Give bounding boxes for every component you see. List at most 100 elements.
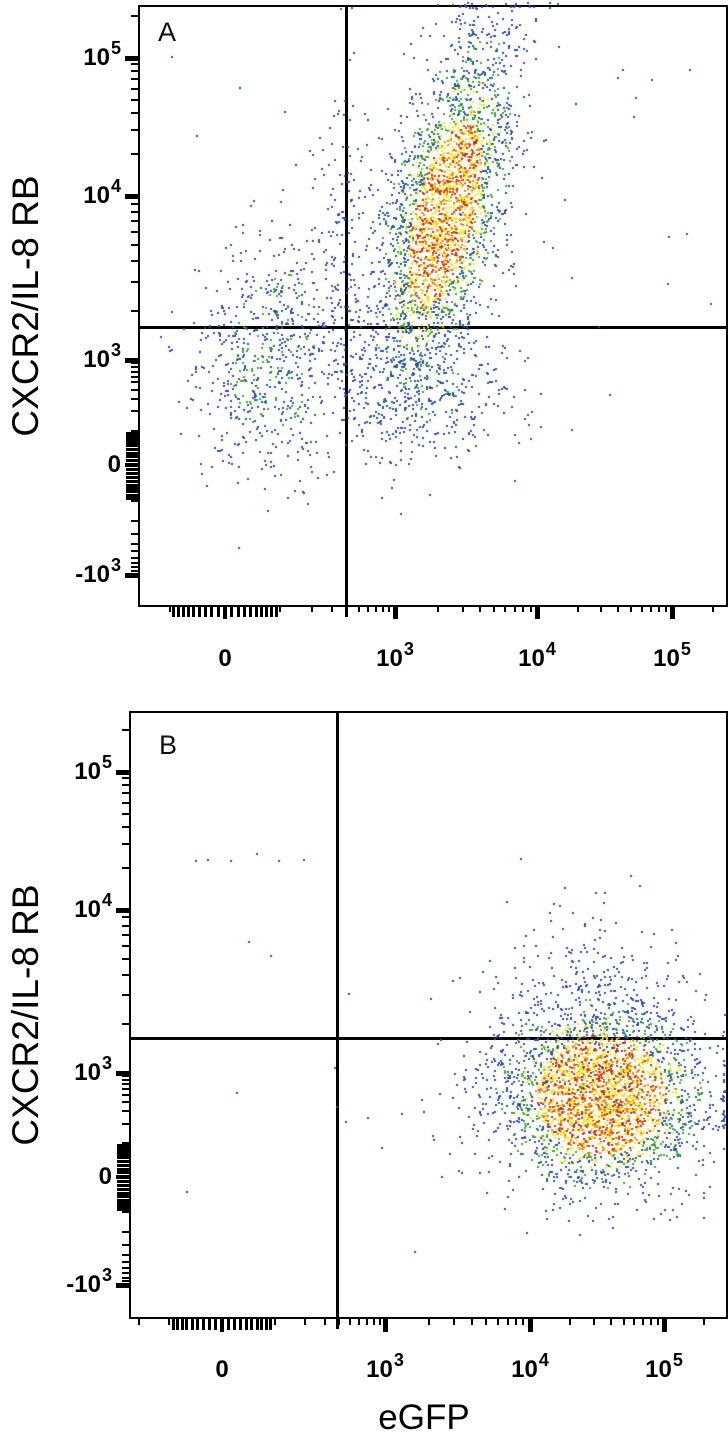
panel-a-y-minor-tick [126,447,138,451]
panel-b-y-minor-tick [122,994,129,997]
panel-b-y-minor-tick [122,812,129,815]
panel-a-vertical-gate-line [345,6,348,617]
panel-a-x-minor-tick [436,605,439,612]
panel-a-x-minor-tick [260,605,264,617]
panel-b-x-minor-tick [175,1318,179,1330]
panel-b-x-minor-tick [180,1318,184,1330]
panel-a-y-minor-tick [131,210,138,213]
panel-b-y-tick-label: -103 [66,1265,112,1298]
panel-a-y-major-tick [125,463,138,467]
panel-b-x-minor-tick [269,1318,273,1330]
panel-a-x-minor-tick [382,605,385,612]
panel-a-x-minor-tick [210,605,214,617]
panel-a-y-minor-tick [131,15,138,18]
panel-a-x-minor-tick [479,605,482,612]
panel-a-y-minor-tick [126,444,138,448]
panel-b-y-minor-tick [117,1159,129,1163]
panel-b-y-minor-tick [122,867,129,870]
panel-b-x-major-tick [220,1318,224,1332]
panel-a-y-major-tick [125,572,138,578]
panel-a-y-minor-tick [131,231,138,234]
panel-b-x-tick-label: 105 [645,1350,683,1383]
panel-a-x-minor-tick [600,605,603,612]
panel-a-x-minor-tick [346,605,349,612]
panel-b-y-minor-tick [122,924,129,927]
panel-b-y-minor-tick [117,1167,129,1171]
panel-a-y-minor-tick [131,520,138,523]
panel-a-y-tick-label: -103 [75,555,121,588]
panel-a-y-minor-tick [131,410,138,413]
panel-b-x-minor-tick [239,1318,243,1330]
panel-a-y-major-tick [125,55,138,61]
panel-b-x-minor-tick [233,1318,237,1330]
panel-b-y-minor-tick [117,1153,129,1157]
panel-a-y-minor-tick [131,129,138,132]
panel-b-x-minor-tick [372,1318,375,1325]
panel-b-y-minor-tick [122,1244,129,1247]
panel-b-x-minor-tick [323,1318,326,1325]
panel-b-x-minor-tick [485,1318,488,1325]
panel-a-y-minor-tick [131,366,138,369]
panel-b-y-minor-tick [122,1122,129,1125]
panel-a-y-minor-tick [131,260,138,263]
panel-b-x-minor-tick [244,1318,248,1330]
panel-a-y-minor-tick [126,471,138,475]
panel-a-y-minor-tick [131,309,138,312]
panel-a-y-minor-tick [126,451,138,455]
panel-a-horizontal-gate-line [139,326,728,329]
panel-b-x-minor-tick [592,1318,595,1325]
panel-a-x-minor-tick [310,605,313,612]
panel-b-x-minor-tick [201,1318,205,1330]
panel-b-y-minor-tick [122,792,129,795]
panel-b-y-minor-tick [117,1149,129,1153]
panel-b-y-minor-tick [122,1253,129,1256]
panel-a-y-major-tick [125,357,138,363]
panel-a-x-tick-label: 0 [218,645,232,672]
panel-b-x-minor-tick [656,1318,659,1325]
panel-b-x-minor-tick [304,1318,307,1325]
panel-a-x-minor-tick [367,605,370,612]
panel-a-y-minor-tick [131,533,138,536]
panel-a-x-minor-tick [270,605,274,617]
panel-b-x-minor-tick [226,1318,230,1330]
panel-b-y-minor-tick [122,1088,129,1091]
panel-b-y-minor-tick [122,945,129,948]
panel-a-y-minor-tick [126,479,138,483]
panel-b-x-minor-tick [255,1318,259,1330]
panel-a-x-tick-label: 103 [376,639,414,672]
panel-b-x-minor-tick [260,1318,264,1330]
panel-b-x-minor-tick [496,1318,499,1325]
panel-a-x-minor-tick [186,605,190,617]
panel-b-y-minor-tick [122,1094,129,1097]
panel-b-x-minor-tick [378,1318,381,1325]
panel-a-y-minor-tick [126,437,138,441]
panel-a-x-minor-tick [514,605,516,612]
panel-b-x-minor-tick [427,1318,430,1325]
panel-a-x-minor-tick [529,605,532,612]
panel-a-y-tick-label: 0 [107,451,121,478]
panel-b-y-minor-tick [122,1075,129,1078]
panel-b-x-minor-tick [609,1318,612,1325]
panel-b-y-minor-tick [122,1079,129,1082]
panel-b-x-minor-tick [506,1318,509,1325]
panel-b-x-major-tick [382,1318,388,1332]
panel-a-x-minor-tick [331,605,334,612]
panel-b-y-minor-tick [122,784,129,787]
panel-a-x-minor-tick [375,605,378,612]
panel-a-x-minor-tick [617,605,620,612]
panel-a-x-minor-tick [204,605,208,617]
panel-a-x-minor-tick [274,605,278,617]
panel-a-y-minor-tick [131,220,138,223]
panel-a-y-minor-tick [126,434,138,438]
panel-b-x-minor-tick [453,1318,456,1325]
panel-a-y-minor-tick [126,496,138,500]
panel-b-y-minor-tick [117,1183,129,1187]
panel-b-y-minor-tick [122,801,129,804]
panel-a-x-minor-tick [630,605,633,612]
panel-b-y-minor-tick [122,729,129,732]
panel-a-x-minor-tick [248,605,252,617]
panel-b-y-minor-tick [122,1231,129,1234]
panel-b-x-minor-tick [633,1318,636,1325]
panel-b-y-major-tick [116,1282,129,1288]
panel-a-y-minor-tick [126,431,138,435]
